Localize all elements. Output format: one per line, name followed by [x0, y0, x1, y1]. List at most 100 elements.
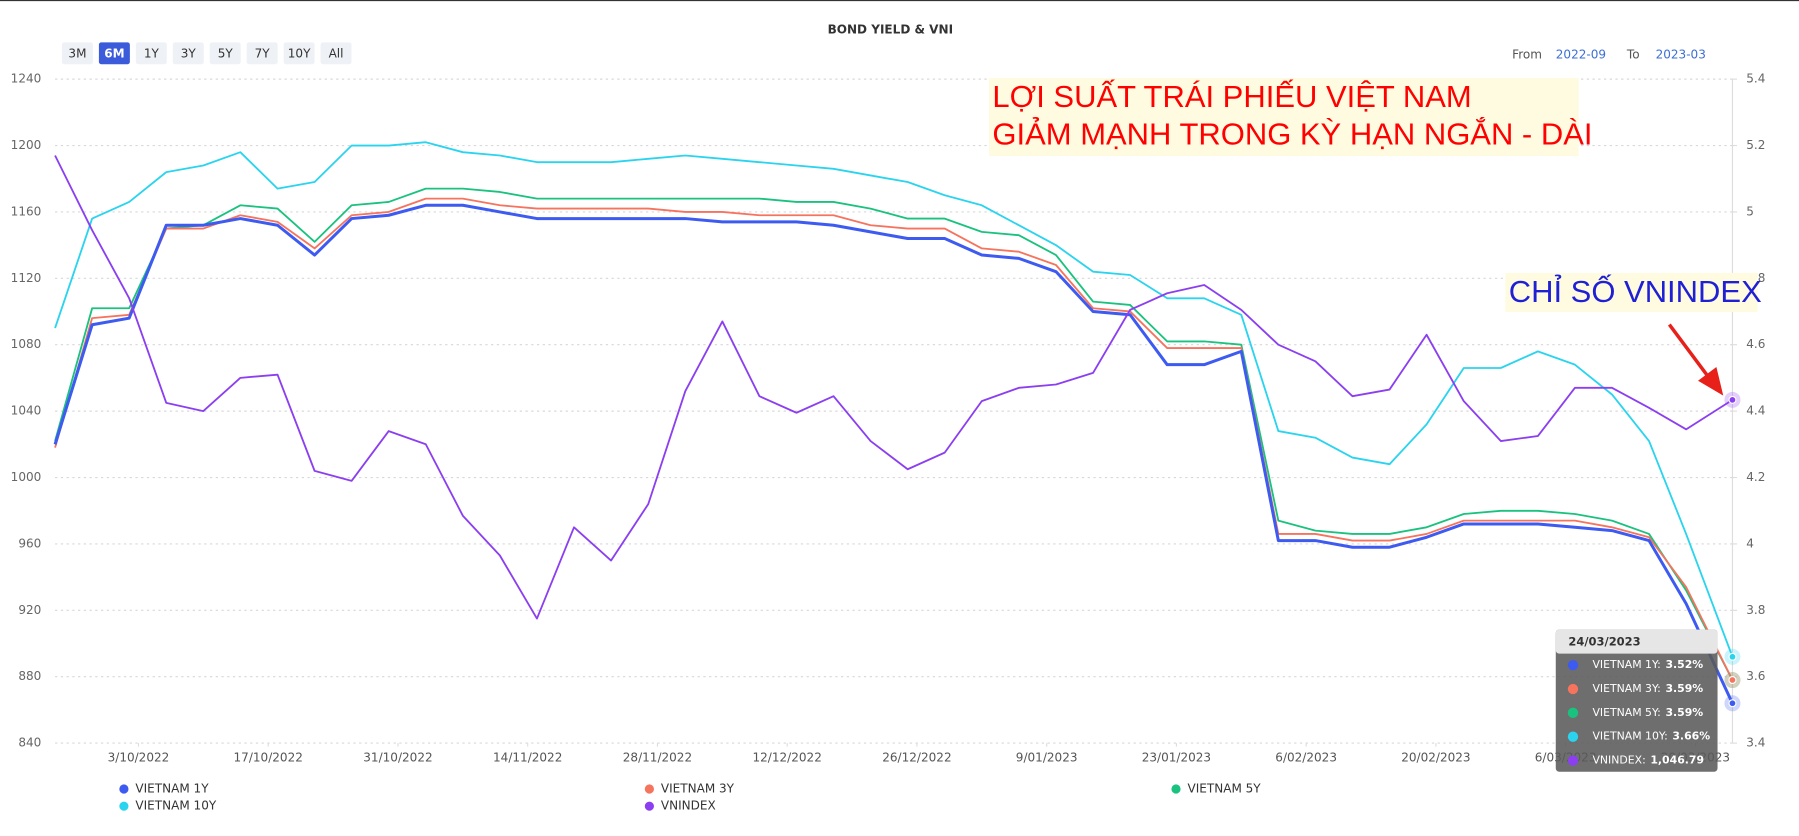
chart-title: BOND YIELD & VNI	[828, 22, 953, 36]
tooltip-item-label: VIETNAM 10Y:	[1592, 730, 1667, 743]
annotation-arrow	[1667, 323, 1711, 380]
tooltip-title: 24/03/2023	[1568, 635, 1640, 649]
y-tick-label: 840	[18, 736, 41, 750]
y2-tick-label: 4.2	[1746, 470, 1765, 484]
y2-tick-label: 4.4	[1746, 404, 1765, 418]
tooltip-item-label: VIETNAM 3Y:	[1592, 682, 1660, 695]
tooltip-header	[1555, 629, 1718, 654]
legend-label[interactable]: VIETNAM 1Y	[135, 781, 209, 795]
range-button[interactable]	[283, 42, 315, 65]
legend-marker[interactable]	[119, 801, 129, 811]
annotation: CHỈ SỐ VNINDEX	[1509, 273, 1762, 309]
legend: VIETNAM 1Y VIETNAM 3Y VIETNAM 5Y VIETNAM 10…	[119, 781, 1261, 813]
range-button-label[interactable]: All	[329, 46, 344, 60]
legend-marker[interactable]	[644, 784, 654, 794]
y-tick-label: 1000	[11, 470, 42, 484]
tooltip-item-value: 3.59%	[1665, 682, 1703, 695]
legend-label[interactable]: VIETNAM 3Y	[661, 781, 735, 795]
end-marker	[1728, 395, 1737, 404]
tooltip-marker	[1567, 755, 1579, 766]
y-tick-label: 1040	[11, 404, 42, 418]
range-button[interactable]	[98, 42, 130, 65]
end-marker	[1728, 676, 1737, 685]
legend-marker[interactable]	[644, 801, 654, 811]
range-button-label[interactable]: 1Y	[144, 46, 160, 60]
y2-tick-label: 4.6	[1746, 337, 1765, 351]
x-tick-label: 6/02/2023	[1275, 751, 1337, 765]
from-value[interactable]: 2022-09	[1556, 48, 1606, 62]
from-label: From	[1512, 48, 1542, 62]
y2-tick-label: 5	[1746, 204, 1754, 218]
x-tick-label: 3/10/2022	[108, 751, 170, 765]
tooltip-item-label: VIETNAM 1Y:	[1592, 658, 1660, 671]
range-button-label[interactable]: 3M	[68, 46, 86, 60]
y-tick-label: 1080	[11, 337, 42, 351]
tooltip-marker	[1567, 731, 1579, 742]
y-tick-label: 880	[18, 669, 41, 683]
tooltip-marker	[1567, 659, 1579, 671]
grid: 840 880 920 960 1000 1040 1080 1120 1160 1200 1240…	[11, 72, 1766, 765]
range-button[interactable]	[135, 42, 167, 65]
range-button[interactable]	[209, 42, 241, 65]
tooltip-marker	[1567, 707, 1579, 718]
tooltip-item: VIETNAM 3Y: 3.59%	[1592, 682, 1703, 695]
series-line	[54, 141, 1734, 658]
range-button[interactable]	[246, 42, 278, 65]
end-marker	[1728, 699, 1737, 708]
y2-tick-label: 3.8	[1746, 603, 1765, 617]
annotation-arrowhead	[1698, 366, 1724, 396]
legend-marker[interactable]	[1171, 784, 1181, 794]
legend-label[interactable]: VNINDEX	[661, 799, 716, 813]
y2-tick-label: 5.4	[1746, 72, 1765, 86]
range-button[interactable]	[172, 42, 204, 65]
range-button[interactable]	[320, 42, 352, 65]
series-line	[54, 197, 1734, 681]
tooltip-item: VIETNAM 1Y: 3.52%	[1592, 658, 1703, 671]
range-buttons: 3M 6M 1Y 3Y 5Y 7Y 10Y All	[61, 42, 352, 65]
to-value[interactable]: 2023-03	[1656, 48, 1706, 62]
x-tick-label: 31/10/2022	[363, 751, 432, 765]
tooltip-bg	[1555, 629, 1718, 772]
tooltip-item: VIETNAM 5Y: 3.59%	[1592, 706, 1703, 719]
x-tick-label: 23/01/2023	[1142, 751, 1211, 765]
annotation-box	[988, 77, 1579, 156]
legend-label[interactable]: VIETNAM 10Y	[135, 799, 216, 813]
x-tick-label: 26/12/2022	[882, 751, 951, 765]
end-markers	[1724, 391, 1741, 712]
x-tick-label: 28/11/2022	[623, 751, 692, 765]
y-tick-label: 1200	[11, 138, 42, 152]
x-tick-label: 9/01/2023	[1016, 751, 1078, 765]
annotation: GIẢM MẠNH TRONG KỲ HẠN NGẮN - DÀI	[992, 116, 1592, 152]
tooltip-item-value: 1,046.79	[1650, 754, 1704, 767]
legend-label[interactable]: VIETNAM 5Y	[1187, 781, 1261, 795]
plot-lines	[53, 141, 1734, 704]
tooltip-item-label: VIETNAM 5Y:	[1592, 706, 1660, 719]
tooltip-item-label: VNINDEX:	[1592, 754, 1645, 767]
x-tick-label: 12/12/2022	[753, 751, 822, 765]
y-tick-label: 1120	[11, 271, 42, 285]
tooltip-item: VNINDEX: 1,046.79	[1592, 754, 1704, 767]
x-tick-label: 17/10/2022	[234, 751, 303, 765]
range-button-label[interactable]: 5Y	[218, 46, 234, 60]
y-tick-label: 960	[18, 536, 41, 550]
range-button[interactable]	[61, 42, 93, 65]
to-label: To	[1626, 48, 1640, 62]
legend-marker[interactable]	[119, 784, 129, 794]
range-button-label[interactable]: 10Y	[288, 46, 311, 60]
tooltip-item: VIETNAM 10Y: 3.66%	[1592, 730, 1710, 743]
range-button-label[interactable]: 6M	[104, 46, 124, 60]
tooltip: 24/03/2023 VIETNAM 1Y: 3.52% VIETNAM 3Y: 3.…	[1555, 629, 1718, 772]
range-button-label[interactable]: 7Y	[255, 46, 271, 60]
y-tick-label: 920	[18, 603, 41, 617]
tooltip-item-value: 3.59%	[1665, 706, 1703, 719]
y-tick-label: 1160	[11, 204, 42, 218]
y-tick-label: 1240	[11, 72, 42, 86]
end-marker	[1728, 652, 1737, 661]
range-button-label[interactable]: 3Y	[181, 46, 197, 60]
annotation: LỢI SUẤT TRÁI PHIẾU VIỆT NAM	[992, 79, 1471, 114]
annotation-box	[1505, 272, 1758, 312]
y2-tick-label: 4	[1746, 536, 1754, 550]
series-line	[54, 187, 1734, 681]
tooltip-item-value: 3.66%	[1672, 730, 1710, 743]
